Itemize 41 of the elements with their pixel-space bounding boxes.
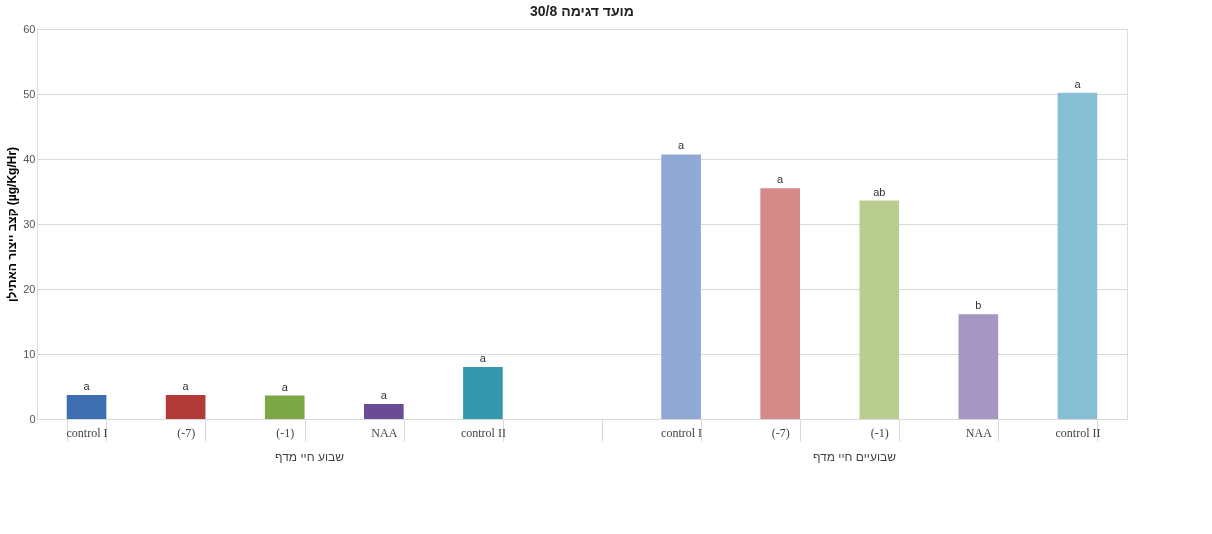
x-tick-label: NAA	[371, 425, 398, 440]
chart-title: מועד דגימה 30/8	[530, 3, 634, 19]
data-label: b	[975, 299, 982, 312]
x-tick-label: (-7)	[177, 425, 196, 440]
y-tick-label: 20	[23, 282, 36, 295]
bar	[1057, 92, 1098, 419]
y-tick-label: 40	[23, 152, 36, 165]
data-label: a	[479, 352, 487, 364]
bar	[661, 154, 701, 419]
data-label: a	[380, 389, 388, 402]
x-tick-label: (-7)	[771, 425, 790, 440]
x-tick-label: NAA	[965, 425, 993, 440]
text: שבוע חיי מדף	[275, 450, 345, 464]
y-tick-label: 50	[23, 87, 36, 100]
y-tick-label: 60	[23, 22, 36, 35]
bar	[463, 367, 503, 419]
bar	[364, 404, 404, 419]
data-label: a	[182, 379, 190, 392]
data-label: a	[678, 139, 686, 152]
bar	[165, 394, 206, 419]
y-tick-label: 0	[29, 412, 36, 425]
text: שבועיים חיי מדף	[813, 450, 897, 464]
bar	[958, 314, 999, 419]
data-label: a	[1074, 77, 1082, 90]
x-tick-label: control II	[460, 425, 506, 440]
x-tick-label: (-1)	[870, 425, 889, 440]
bar	[760, 188, 800, 419]
x-tick-label: control I	[66, 425, 108, 440]
data-label: ab	[873, 185, 886, 198]
y-tick-label: 30	[23, 217, 36, 230]
data-label: a	[281, 380, 289, 393]
bar	[264, 395, 305, 419]
x-tick-label: control I	[661, 425, 703, 440]
bar	[859, 200, 900, 419]
bar	[66, 394, 107, 419]
y-axis-title: קצב ייצור האתילן (µg/Kg/Hr)	[5, 146, 20, 303]
data-label: a	[83, 379, 91, 392]
x-tick-label: control II	[1055, 425, 1101, 440]
data-label: a	[777, 173, 785, 186]
y-tick-label: 10	[23, 347, 36, 360]
x-tick-label: (-1)	[276, 425, 295, 440]
